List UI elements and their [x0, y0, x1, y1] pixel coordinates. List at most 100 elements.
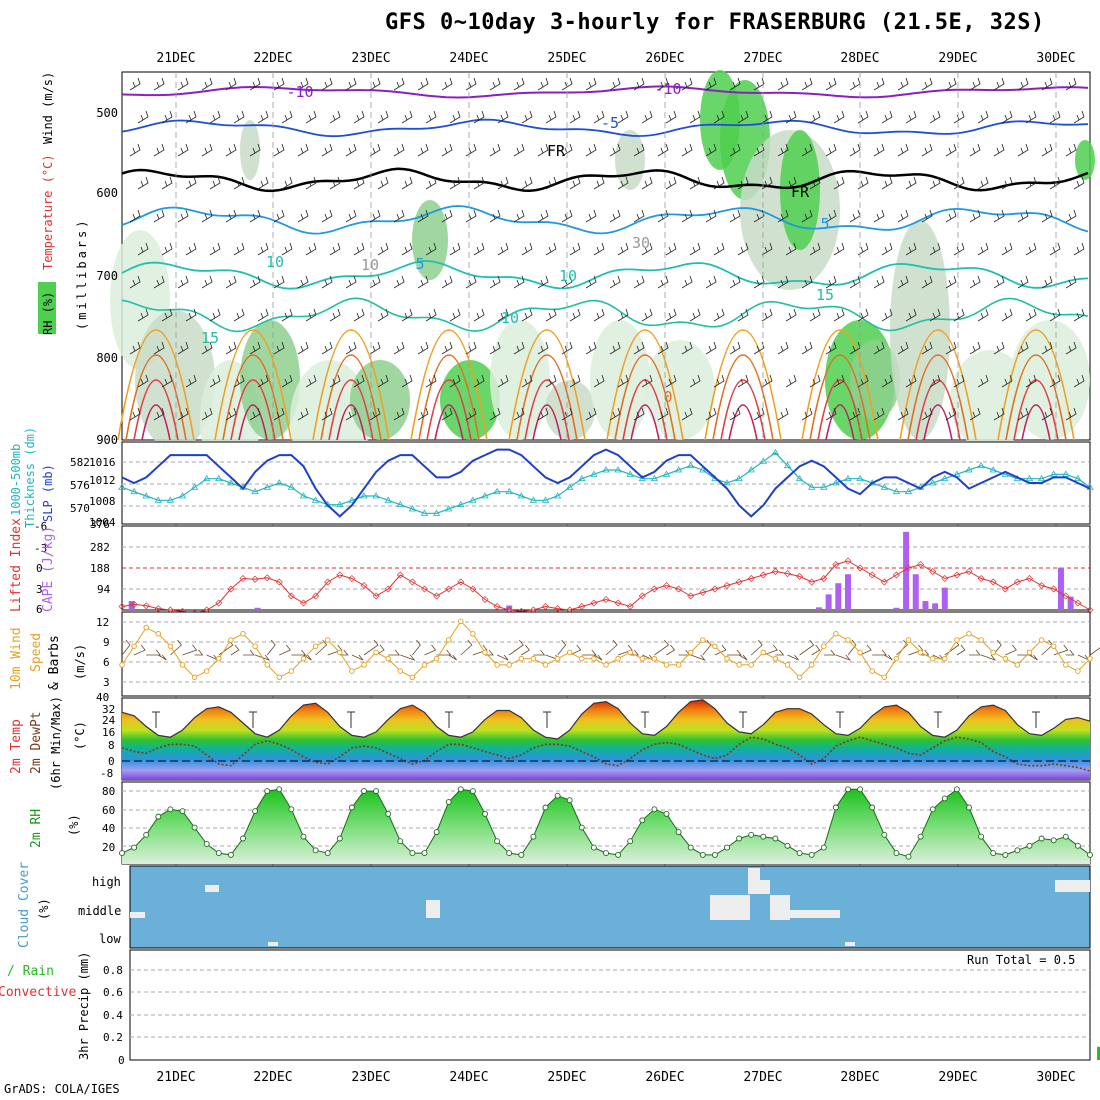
surface-isotherm	[630, 404, 660, 441]
upper-wind-barb	[873, 275, 885, 289]
cloud-clear-patches	[130, 868, 1090, 946]
rh-marker	[748, 831, 755, 838]
thickness-marker	[892, 487, 901, 495]
dewpoint-line	[121, 736, 1091, 772]
upper-wind-barb	[681, 209, 693, 223]
upper-wind-barb	[161, 308, 173, 322]
upper-wind-barb	[209, 374, 221, 388]
upper-wind-barb	[137, 308, 149, 322]
upper-wind-barb	[209, 176, 221, 190]
surface-isotherm	[532, 404, 562, 441]
wind-speed-marker	[179, 662, 186, 668]
surface-isotherm	[328, 379, 374, 441]
upper-wind-barb	[185, 110, 197, 124]
upper-wind-barb	[1065, 77, 1077, 91]
cloud-unit: (%)	[37, 898, 51, 920]
surface-wind-barb	[1029, 654, 1038, 661]
wind-speed-marker	[300, 655, 307, 662]
wind-speed-marker	[591, 655, 597, 662]
upper-wind-barb	[689, 308, 701, 322]
surface-isotherm	[434, 404, 464, 441]
upper-wind-barb	[441, 275, 453, 289]
upper-wind-barb	[921, 143, 933, 157]
upper-wind-barb	[329, 308, 341, 322]
upper-wind-barb	[945, 275, 957, 289]
wind-speed-marker	[167, 643, 174, 649]
wind-speed-marker	[1050, 643, 1057, 649]
surface-wind-barb	[472, 644, 488, 656]
contour-label: 10	[559, 267, 577, 285]
thickness-marker	[844, 474, 852, 482]
upper-wind-barb	[449, 110, 461, 124]
surface-wind-barb	[521, 644, 530, 656]
lifted-index-line	[121, 560, 1091, 615]
surface-wind-barb	[133, 644, 146, 656]
upper-wind-barb	[689, 110, 701, 124]
upper-wind-barb	[585, 143, 597, 157]
upper-wind-barb	[201, 407, 213, 421]
rh-marker	[518, 851, 525, 858]
thickness-marker	[263, 483, 271, 490]
precip-gridlines	[130, 969, 1090, 1038]
surface-isotherm	[720, 379, 766, 441]
wind-speed-marker	[566, 649, 573, 656]
upper-wind-barb	[537, 275, 549, 289]
wind-speed-marker	[1075, 668, 1081, 674]
upper-wind-barb	[449, 374, 461, 388]
upper-wind-barb	[273, 275, 285, 289]
rh-marker	[663, 810, 670, 817]
cloud-panel: high middle low Cloud Cover (%)	[17, 862, 1091, 949]
upper-wind-barb	[921, 209, 933, 223]
upper-wind-barb	[537, 77, 549, 91]
lifted-index-marker	[626, 603, 634, 610]
wind-speed-marker	[687, 649, 694, 656]
wind-unit: (m/s)	[73, 644, 87, 680]
upper-air-panel: -10 -10 -5 FR FR 5 5 10 10 10 15 15 10 30 0	[110, 70, 1095, 480]
upper-wind-barb	[177, 143, 189, 157]
upper-wind-barb	[353, 308, 365, 322]
contour-label: 10	[266, 253, 284, 271]
rh-marker	[699, 851, 706, 858]
upper-wind-barb	[329, 176, 341, 190]
surface-wind-barb	[969, 649, 981, 656]
upper-wind-barb	[161, 374, 173, 388]
surface-wind-barb	[654, 639, 669, 656]
upper-wind-barb	[209, 242, 221, 256]
upper-wind-barb	[617, 308, 629, 322]
rh-marker	[506, 850, 513, 857]
upper-wind-barb	[257, 242, 269, 256]
thickness-marker	[227, 479, 235, 486]
lifted-index-marker	[275, 578, 283, 586]
surface-wind-barb	[811, 644, 821, 656]
upper-wind-barb	[497, 374, 509, 388]
lifted-index-marker	[844, 557, 852, 565]
upper-wind-barb	[257, 110, 269, 124]
wind-speed-marker	[191, 674, 198, 681]
pressure-axis: 500 600 700 800 900	[96, 106, 118, 447]
thickness-marker	[1025, 474, 1034, 482]
surface-isotherm	[728, 404, 758, 441]
chart-title: GFS 0~10day 3-hourly for FRASERBURG (21.…	[385, 10, 1045, 35]
lifted-index-marker	[348, 575, 356, 582]
upper-wind-barb	[609, 275, 621, 289]
rh-marker	[530, 833, 537, 840]
surface-wind-barb	[884, 654, 893, 661]
upper-wind-barb	[681, 341, 693, 355]
wind-speed-marker	[821, 643, 827, 649]
lifted-index-marker	[445, 585, 453, 593]
upper-wind-barb	[1001, 110, 1013, 124]
upper-ylabels: RH (%) Temperature (°C) Wind (m/s) (mill…	[38, 72, 89, 335]
li-tick-top: -6	[34, 520, 47, 533]
upper-wind-barb	[969, 407, 981, 421]
rh-marker	[1038, 835, 1045, 842]
surface-wind-barb	[254, 654, 271, 661]
lifted-index-marker	[1001, 585, 1009, 593]
rh-marker	[869, 804, 876, 811]
upper-wind-barb	[473, 374, 485, 388]
rh-blob	[890, 220, 950, 440]
upper-wind-barb	[801, 209, 813, 223]
bottom-date-label: 29DEC	[938, 1070, 977, 1085]
upper-wind-barb	[809, 110, 821, 124]
surface-wind-barb	[896, 639, 908, 656]
upper-wind-barb	[689, 374, 701, 388]
